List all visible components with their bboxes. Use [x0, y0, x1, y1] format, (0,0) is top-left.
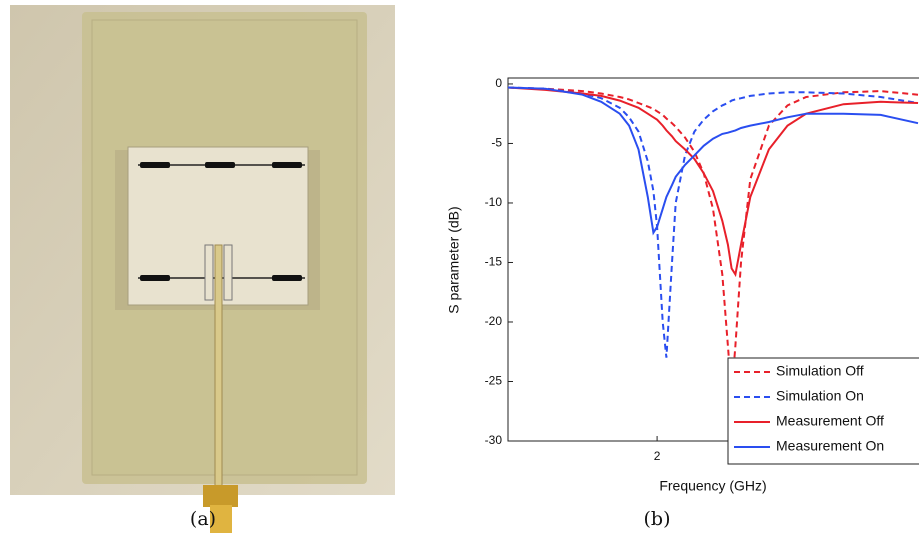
series-line — [507, 86, 919, 278]
y-tick-label: 0 — [495, 76, 502, 90]
y-tick-label: -30 — [485, 433, 503, 447]
y-axis-label: S parameter (dB) — [446, 206, 462, 313]
series-line — [507, 86, 919, 358]
series-line — [507, 86, 919, 394]
y-tick-label: -25 — [485, 374, 503, 388]
legend-label: Simulation Off — [776, 363, 864, 379]
y-tick-label: -5 — [491, 136, 502, 150]
series-line — [507, 86, 919, 236]
legend-label: Measurement On — [776, 438, 884, 454]
y-tick-label: -10 — [485, 195, 503, 209]
plot-frame — [507, 77, 919, 442]
antenna-photo — [10, 5, 395, 533]
legend-label: Measurement Off — [776, 413, 884, 429]
x-tick-label: 2 — [654, 449, 661, 463]
y-tick-label: -20 — [485, 314, 503, 328]
caption: (a) — [190, 508, 216, 530]
y-tick-label: -15 — [485, 255, 503, 269]
caption: (b) — [644, 508, 671, 530]
x-axis-label: Frequency (GHz) — [659, 478, 766, 494]
legend-label: Simulation On — [776, 388, 864, 404]
